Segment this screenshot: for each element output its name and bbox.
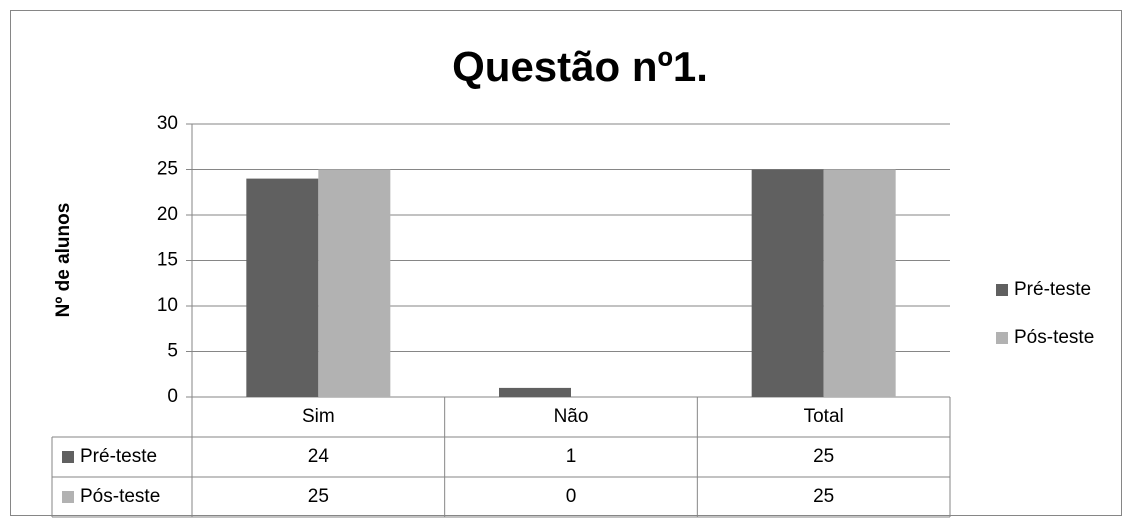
y-tick-label: 25 — [157, 159, 178, 180]
chart-border — [10, 10, 1122, 516]
table-legend-key — [62, 491, 74, 503]
x-tick-label: Sim — [302, 406, 335, 427]
table-series-name: Pré-teste — [80, 446, 157, 467]
bar — [499, 387, 571, 397]
legend-key — [996, 332, 1008, 344]
table-value: 25 — [308, 486, 329, 507]
y-tick-label: 20 — [157, 204, 178, 225]
table-value: 25 — [813, 446, 834, 467]
y-tick-label: 0 — [167, 386, 178, 407]
table-legend-key — [62, 451, 74, 463]
bar — [823, 169, 896, 397]
bar — [246, 178, 319, 397]
y-tick-label: 10 — [157, 295, 178, 316]
table-value: 1 — [566, 446, 577, 467]
y-tick-label: 30 — [157, 113, 178, 134]
y-axis-label: Nº de alunos — [53, 203, 74, 318]
table-value: 25 — [813, 486, 834, 507]
legend-key — [996, 284, 1008, 296]
table-value: 0 — [566, 486, 577, 507]
y-tick-label: 15 — [157, 250, 178, 271]
x-tick-label: Não — [554, 406, 589, 427]
table-value: 24 — [308, 446, 330, 467]
y-tick-label: 5 — [167, 341, 178, 362]
chart-title: Questão nº1. — [452, 43, 708, 90]
table-series-name: Pós-teste — [80, 486, 160, 507]
bar — [318, 169, 391, 397]
x-tick-label: Total — [804, 406, 844, 427]
bar — [751, 169, 824, 397]
legend-label: Pré-teste — [1014, 279, 1091, 300]
legend-label: Pós-teste — [1014, 327, 1094, 348]
